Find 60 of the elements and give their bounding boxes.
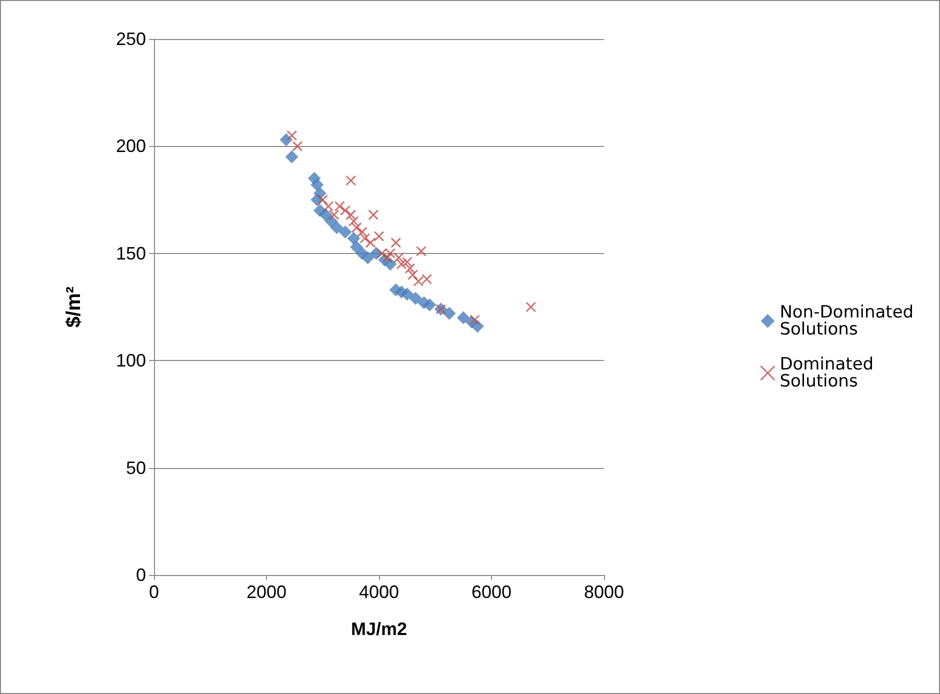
point <box>368 210 379 220</box>
x-axis-title: MJ/m2 <box>350 619 408 639</box>
x-tick-label: 6000 <box>471 582 512 602</box>
point <box>310 178 324 192</box>
y-tick-label: 250 <box>116 29 146 49</box>
point <box>416 246 426 257</box>
point <box>422 274 432 284</box>
point <box>423 298 436 312</box>
point <box>404 263 416 274</box>
y-tick-label: 0 <box>136 565 146 585</box>
point <box>442 306 456 320</box>
point <box>456 311 470 324</box>
point <box>400 288 414 301</box>
point <box>376 248 388 259</box>
y-tick-label: 100 <box>116 350 146 371</box>
point <box>334 200 345 212</box>
y-tick-label: 50 <box>126 458 146 478</box>
point <box>323 200 334 212</box>
point <box>382 252 393 263</box>
point <box>365 237 376 248</box>
point <box>338 225 352 238</box>
point <box>402 256 412 268</box>
y-tick-label: 150 <box>116 243 146 264</box>
point <box>385 248 396 259</box>
point <box>285 150 298 164</box>
point <box>360 233 370 244</box>
point <box>408 270 418 280</box>
point <box>350 240 363 254</box>
point <box>280 133 293 146</box>
point <box>470 320 484 333</box>
legend-label: Non-Dominated Solutions <box>780 302 919 340</box>
point <box>356 226 368 238</box>
legend-label: Dominated Solutions <box>780 354 879 392</box>
point <box>361 251 374 264</box>
point <box>330 221 344 234</box>
y-tick-label: 200 <box>116 136 146 156</box>
point <box>393 252 404 263</box>
x-tick-label: 8000 <box>584 582 624 602</box>
point <box>328 210 340 220</box>
point <box>390 237 402 248</box>
point <box>374 231 384 242</box>
point <box>346 175 356 186</box>
point <box>396 258 407 270</box>
point <box>409 292 422 305</box>
point <box>384 258 397 271</box>
point <box>318 194 328 206</box>
point <box>469 314 480 326</box>
point <box>413 276 424 287</box>
x-tick-label: 2000 <box>246 582 287 602</box>
point <box>526 302 536 312</box>
y-axis-title: $/m² <box>63 286 85 328</box>
point <box>351 222 362 233</box>
x-tick-label: 0 <box>148 582 160 602</box>
point <box>292 140 303 152</box>
point <box>286 130 298 141</box>
x-tick-label: 4000 <box>358 582 400 602</box>
point <box>347 232 360 245</box>
point <box>348 216 359 226</box>
point <box>346 210 356 220</box>
point <box>340 205 350 216</box>
